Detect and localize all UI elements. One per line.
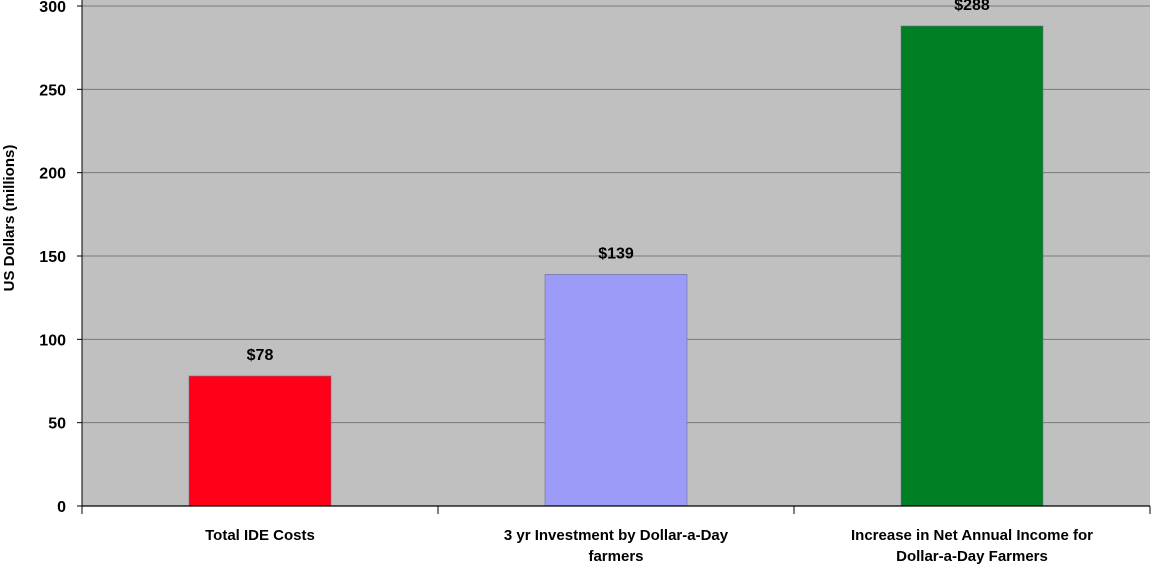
y-tick-label: 0 [57, 499, 66, 516]
x-tick-label: Total IDE Costs [205, 527, 315, 544]
axes [77, 0, 1151, 514]
y-tick-label: 150 [39, 249, 66, 266]
data-label: $139 [598, 245, 634, 262]
x-tick-label: Increase in Net Annual Income for [851, 527, 1093, 544]
data-label: $78 [247, 347, 274, 364]
x-tick-label: 3 yr Investment by Dollar-a-Day [504, 527, 729, 544]
y-tick-label: 250 [39, 82, 66, 99]
labels: 0 50 100 150 200 250 300 $78 Total IDE Costs $139… [39, 0, 1093, 564]
data-label: $288 [954, 0, 990, 14]
bar [188, 375, 332, 507]
y-tick-label: 300 [39, 0, 66, 16]
y-tick-label: 100 [39, 332, 66, 349]
y-axis-title: US Dollars (millions) [1, 145, 18, 292]
y-tick-label: 200 [39, 166, 66, 183]
bars [188, 25, 1044, 507]
x-tick-label: Dollar-a-Day Farmers [896, 548, 1048, 564]
y-tick-label: 50 [48, 416, 66, 433]
bar [544, 274, 688, 507]
bar [900, 25, 1044, 507]
x-tick-label: farmers [588, 548, 643, 564]
